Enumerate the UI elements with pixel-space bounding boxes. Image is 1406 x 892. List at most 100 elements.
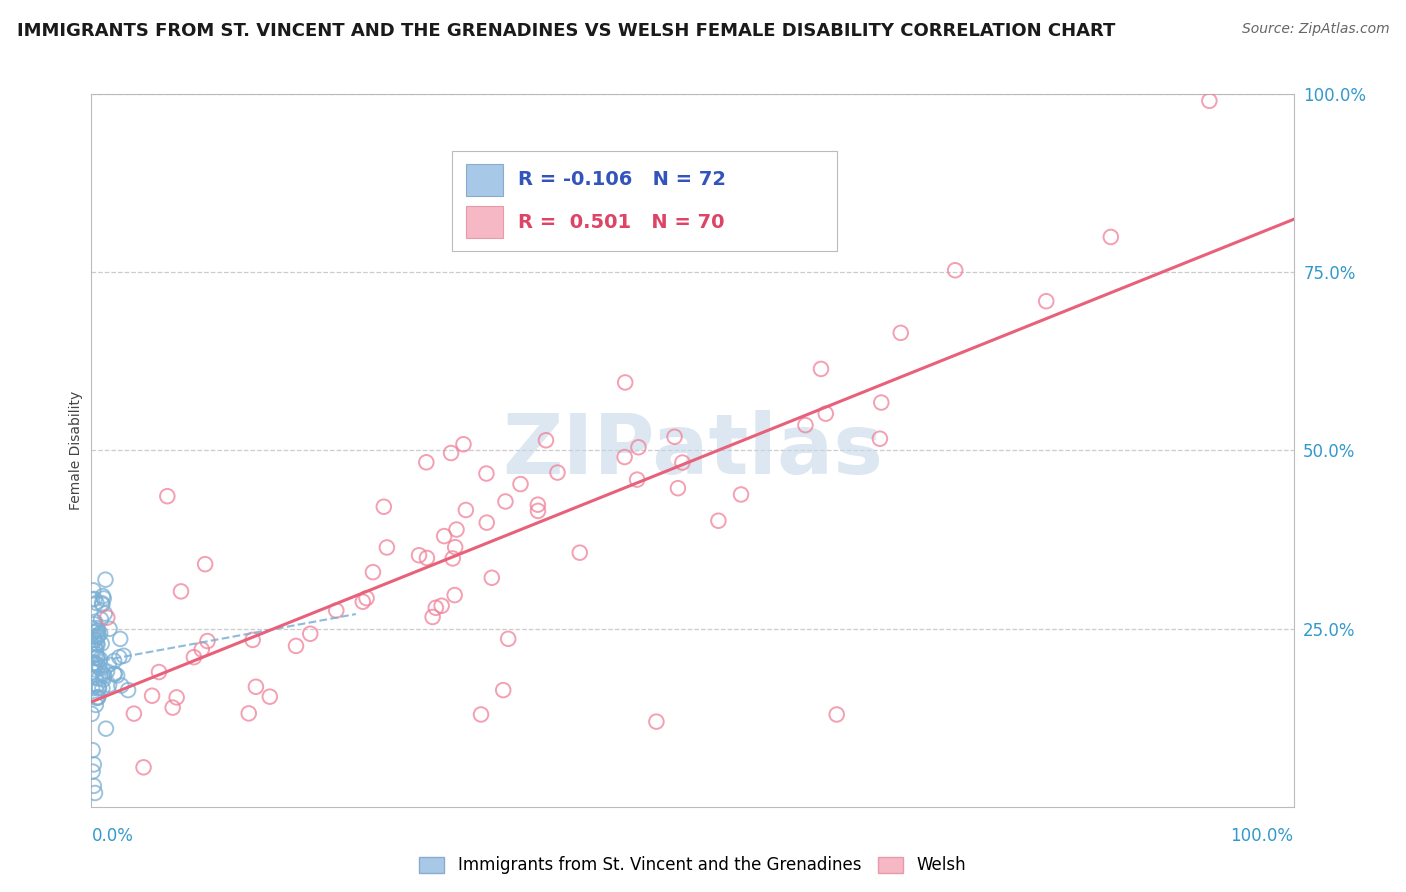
Point xyxy=(93,607,115,621)
Point xyxy=(373,500,395,514)
Point xyxy=(87,628,110,642)
Point xyxy=(190,642,212,657)
Text: 100.0%: 100.0% xyxy=(1230,827,1294,845)
Text: R =  0.501   N = 70: R = 0.501 N = 70 xyxy=(519,212,724,232)
Point xyxy=(83,591,105,606)
Point xyxy=(568,546,591,560)
Point xyxy=(83,617,105,632)
Point xyxy=(707,514,730,528)
Point xyxy=(93,673,115,687)
Point xyxy=(527,498,550,512)
Point xyxy=(814,407,837,421)
Y-axis label: Female Disability: Female Disability xyxy=(69,391,83,510)
Point xyxy=(794,418,817,433)
Point xyxy=(108,650,131,665)
Point xyxy=(86,624,108,638)
Point xyxy=(148,665,170,679)
Point xyxy=(89,652,111,666)
Point xyxy=(94,573,117,587)
Point xyxy=(91,596,114,610)
Point xyxy=(86,636,108,650)
Text: Source: ZipAtlas.com: Source: ZipAtlas.com xyxy=(1241,22,1389,37)
Text: ZIPatlas: ZIPatlas xyxy=(502,410,883,491)
Point xyxy=(613,450,636,464)
Point xyxy=(87,690,110,705)
Point xyxy=(82,657,104,672)
Point xyxy=(299,626,322,640)
Point xyxy=(170,584,193,599)
Point xyxy=(90,637,112,651)
Point xyxy=(86,650,108,665)
Point xyxy=(84,615,107,629)
Point xyxy=(890,326,912,340)
Point xyxy=(83,656,105,670)
Point xyxy=(1099,230,1122,244)
Point xyxy=(162,700,184,714)
Point xyxy=(97,657,120,672)
Point xyxy=(627,440,650,454)
Point xyxy=(83,757,105,772)
Point xyxy=(87,681,110,695)
Point xyxy=(259,690,281,704)
Point xyxy=(84,632,107,647)
Point xyxy=(96,665,118,679)
Point xyxy=(943,263,966,277)
Point xyxy=(86,657,108,672)
Text: IMMIGRANTS FROM ST. VINCENT AND THE GRENADINES VS WELSH FEMALE DISABILITY CORREL: IMMIGRANTS FROM ST. VINCENT AND THE GREN… xyxy=(17,22,1115,40)
Point xyxy=(86,678,108,692)
Point xyxy=(197,634,219,648)
Point xyxy=(82,743,104,757)
Point xyxy=(110,679,132,693)
Point xyxy=(870,395,893,409)
Point xyxy=(93,669,115,683)
Point xyxy=(82,583,104,598)
Point xyxy=(375,541,398,555)
Point xyxy=(82,665,104,680)
Point xyxy=(86,621,108,635)
Point xyxy=(352,595,374,609)
Point xyxy=(91,598,114,612)
Point xyxy=(547,466,569,480)
Point xyxy=(285,639,308,653)
Point xyxy=(425,600,447,615)
Point xyxy=(83,662,105,676)
Point xyxy=(1035,294,1057,309)
Point xyxy=(86,596,108,610)
Point xyxy=(527,504,550,518)
Point xyxy=(869,432,891,446)
Point xyxy=(238,706,260,721)
Point xyxy=(112,648,135,663)
Point xyxy=(103,666,125,681)
Point xyxy=(626,473,648,487)
Point xyxy=(91,589,114,603)
Point xyxy=(80,706,103,721)
Point xyxy=(441,551,464,566)
Point xyxy=(810,362,832,376)
Point xyxy=(84,786,107,800)
Point xyxy=(433,529,456,543)
Point xyxy=(194,557,217,571)
Point xyxy=(509,477,531,491)
Point xyxy=(496,632,519,646)
Point xyxy=(87,681,110,696)
Point xyxy=(475,516,498,530)
Legend: Immigrants from St. Vincent and the Grenadines, Welsh: Immigrants from St. Vincent and the Gren… xyxy=(412,850,973,881)
Point xyxy=(534,434,557,448)
Point xyxy=(666,481,689,495)
Point xyxy=(453,437,475,451)
Point xyxy=(82,681,104,696)
Point xyxy=(83,633,105,648)
Point xyxy=(94,722,117,736)
Point xyxy=(87,659,110,673)
Point xyxy=(89,661,111,675)
FancyBboxPatch shape xyxy=(451,151,837,251)
Point xyxy=(481,571,503,585)
Point xyxy=(84,647,107,661)
Point xyxy=(1198,94,1220,108)
Point xyxy=(91,681,114,696)
Point xyxy=(444,540,467,554)
Point xyxy=(87,690,110,705)
Point xyxy=(103,654,125,668)
Point xyxy=(183,650,205,665)
Point xyxy=(664,430,686,444)
